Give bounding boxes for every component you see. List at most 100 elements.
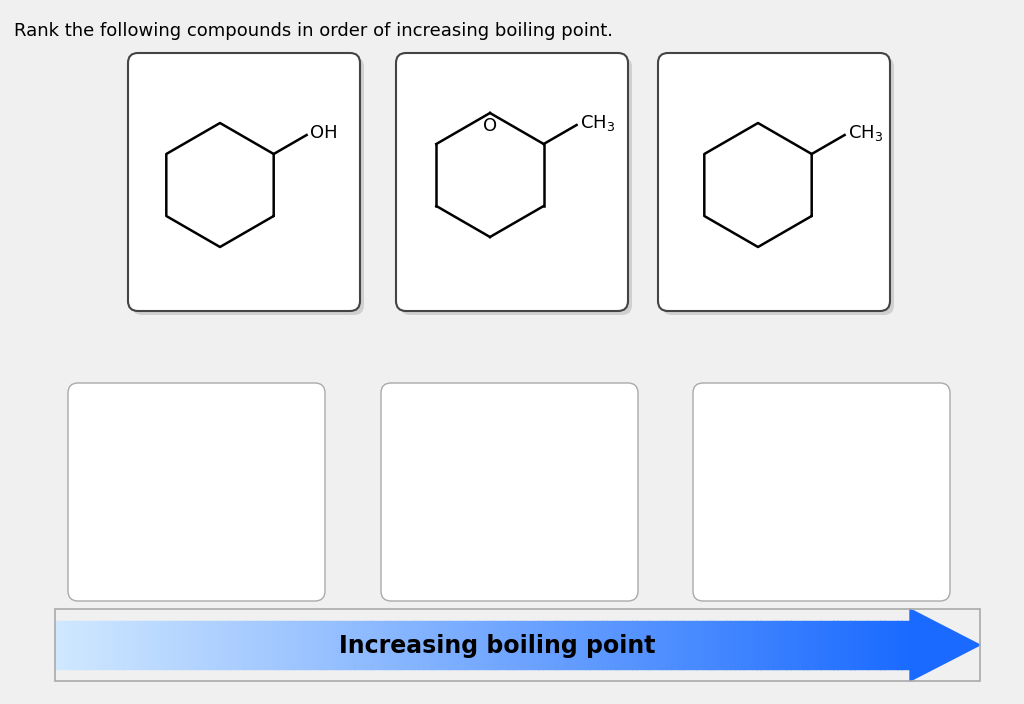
Bar xyxy=(89,621,94,669)
Bar xyxy=(700,621,706,669)
Bar xyxy=(252,621,256,669)
Bar xyxy=(901,621,906,669)
FancyBboxPatch shape xyxy=(662,57,894,315)
Bar xyxy=(620,621,624,669)
Bar xyxy=(367,621,372,669)
Bar xyxy=(55,621,59,669)
FancyBboxPatch shape xyxy=(693,383,950,601)
Bar xyxy=(854,621,859,669)
Bar xyxy=(260,621,265,669)
Bar xyxy=(205,621,209,669)
Bar xyxy=(427,621,432,669)
Bar xyxy=(384,621,389,669)
Bar xyxy=(534,621,539,669)
FancyBboxPatch shape xyxy=(658,53,890,311)
Bar xyxy=(68,621,73,669)
Bar xyxy=(807,621,812,669)
Bar xyxy=(362,621,368,669)
FancyBboxPatch shape xyxy=(381,383,638,601)
Bar xyxy=(709,621,714,669)
Bar xyxy=(555,621,560,669)
Bar xyxy=(850,621,855,669)
Bar xyxy=(311,621,316,669)
Bar xyxy=(333,621,338,669)
Bar xyxy=(696,621,701,669)
Bar xyxy=(885,621,889,669)
Bar xyxy=(781,621,786,669)
Bar xyxy=(649,621,654,669)
Bar xyxy=(406,621,411,669)
Bar xyxy=(81,621,85,669)
Bar xyxy=(863,621,867,669)
Bar xyxy=(615,621,620,669)
Bar xyxy=(743,621,749,669)
Bar xyxy=(598,621,603,669)
Bar xyxy=(880,621,885,669)
Bar xyxy=(201,621,205,669)
Bar xyxy=(692,621,696,669)
Bar xyxy=(239,621,244,669)
Bar xyxy=(675,621,680,669)
Bar xyxy=(756,621,761,669)
Bar xyxy=(307,621,312,669)
Bar xyxy=(739,621,743,669)
Bar xyxy=(457,621,462,669)
Bar xyxy=(388,621,393,669)
Bar xyxy=(410,621,415,669)
Bar xyxy=(354,621,359,669)
Bar xyxy=(350,621,354,669)
Bar xyxy=(213,621,218,669)
Bar xyxy=(144,621,150,669)
Bar xyxy=(834,621,838,669)
Bar xyxy=(590,621,594,669)
Bar xyxy=(346,621,350,669)
Bar xyxy=(624,621,629,669)
Bar xyxy=(572,621,578,669)
Bar xyxy=(315,621,321,669)
Text: O: O xyxy=(483,117,497,135)
Bar xyxy=(726,621,731,669)
Bar xyxy=(730,621,735,669)
Bar xyxy=(243,621,248,669)
Bar xyxy=(290,621,295,669)
Bar xyxy=(295,621,299,669)
Bar xyxy=(791,621,795,669)
Bar xyxy=(77,621,81,669)
Bar xyxy=(106,621,111,669)
Bar xyxy=(786,621,791,669)
Bar xyxy=(521,621,525,669)
Bar xyxy=(217,621,222,669)
Bar xyxy=(777,621,782,669)
Bar xyxy=(256,621,261,669)
Bar xyxy=(150,621,154,669)
Bar xyxy=(508,621,513,669)
FancyBboxPatch shape xyxy=(128,53,360,311)
Bar xyxy=(196,621,201,669)
Bar xyxy=(401,621,407,669)
Bar xyxy=(543,621,547,669)
Bar xyxy=(504,621,509,669)
Bar xyxy=(115,621,120,669)
Bar xyxy=(431,621,436,669)
Bar xyxy=(191,621,197,669)
Bar xyxy=(486,621,492,669)
Bar xyxy=(55,609,980,681)
Bar xyxy=(273,621,278,669)
Bar xyxy=(63,621,69,669)
Bar xyxy=(158,621,163,669)
Bar xyxy=(170,621,175,669)
Bar xyxy=(632,621,637,669)
Bar xyxy=(325,621,329,669)
Bar xyxy=(645,621,649,669)
Bar xyxy=(474,621,479,669)
Bar xyxy=(564,621,568,669)
Bar xyxy=(683,621,688,669)
Bar xyxy=(547,621,551,669)
Text: CH$_3$: CH$_3$ xyxy=(580,113,614,133)
Bar xyxy=(581,621,586,669)
Bar xyxy=(380,621,385,669)
Bar xyxy=(209,621,214,669)
Bar xyxy=(439,621,444,669)
Bar xyxy=(538,621,543,669)
Bar xyxy=(820,621,825,669)
